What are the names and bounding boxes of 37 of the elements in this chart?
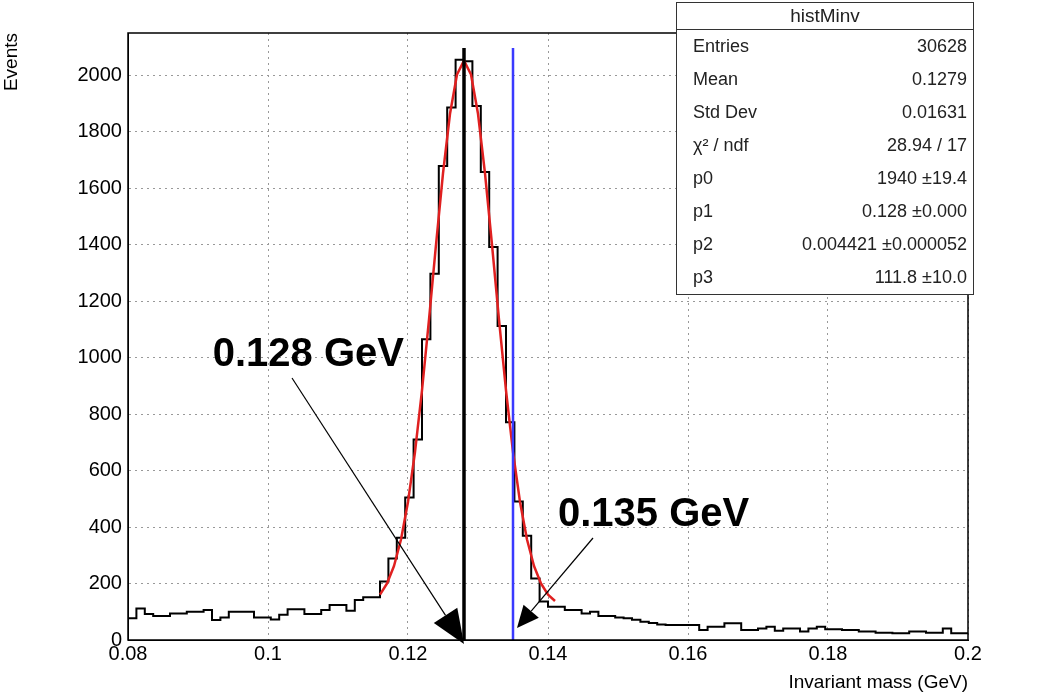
annotation: 0.128 ±0.000: [862, 201, 967, 222]
annotation: Std Dev: [693, 102, 758, 123]
x-axis-title: Invariant mass (GeV): [788, 670, 968, 692]
annotation: Mean: [693, 69, 739, 90]
y-tick-label: 1200: [77, 288, 122, 311]
annotation: p0: [693, 168, 714, 189]
annotation: 1940 ±19.4: [877, 168, 967, 189]
x-tick-label: 0.1: [254, 641, 282, 664]
y-tick-label: 600: [88, 458, 122, 481]
annotation: 28.94 / 17: [886, 135, 967, 156]
ref-line-label: 0.128 GeV: [212, 330, 405, 375]
y-tick-label: 200: [88, 571, 122, 594]
y-tick-label: 800: [88, 401, 122, 424]
x-tick-label: 0.18: [808, 641, 848, 664]
text: histMinv: [677, 3, 973, 30]
x-tick-label: 0.12: [388, 641, 428, 664]
x-tick-label: 0.16: [668, 641, 708, 664]
y-tick-label: 1800: [77, 119, 122, 142]
y-tick-label: 1600: [77, 175, 122, 198]
annotation: p2: [693, 234, 714, 255]
annotation: Entries: [693, 36, 750, 57]
x-tick-label: 0.2: [954, 641, 982, 664]
y-axis-title: Events: [0, 33, 21, 92]
annotation: 30628: [916, 36, 967, 57]
ref-line-label: 0.135 GeV: [558, 490, 750, 535]
y-tick-label: 1000: [77, 345, 122, 368]
y-tick-label: 400: [88, 514, 122, 537]
annotation: 0.1279: [911, 69, 967, 90]
annotation: p1: [693, 201, 714, 222]
annotation: 111.8 ±10.0: [874, 267, 967, 288]
annotation: 0.01631: [901, 102, 967, 123]
annotation: χ² / ndf: [693, 135, 749, 156]
y-tick-label: 1400: [77, 232, 122, 255]
y-tick-label: 2000: [77, 62, 122, 85]
x-tick-label: 0.14: [528, 641, 568, 664]
annotation: 0.004421 ±0.000052: [801, 234, 967, 255]
annotation: p3: [693, 267, 714, 288]
